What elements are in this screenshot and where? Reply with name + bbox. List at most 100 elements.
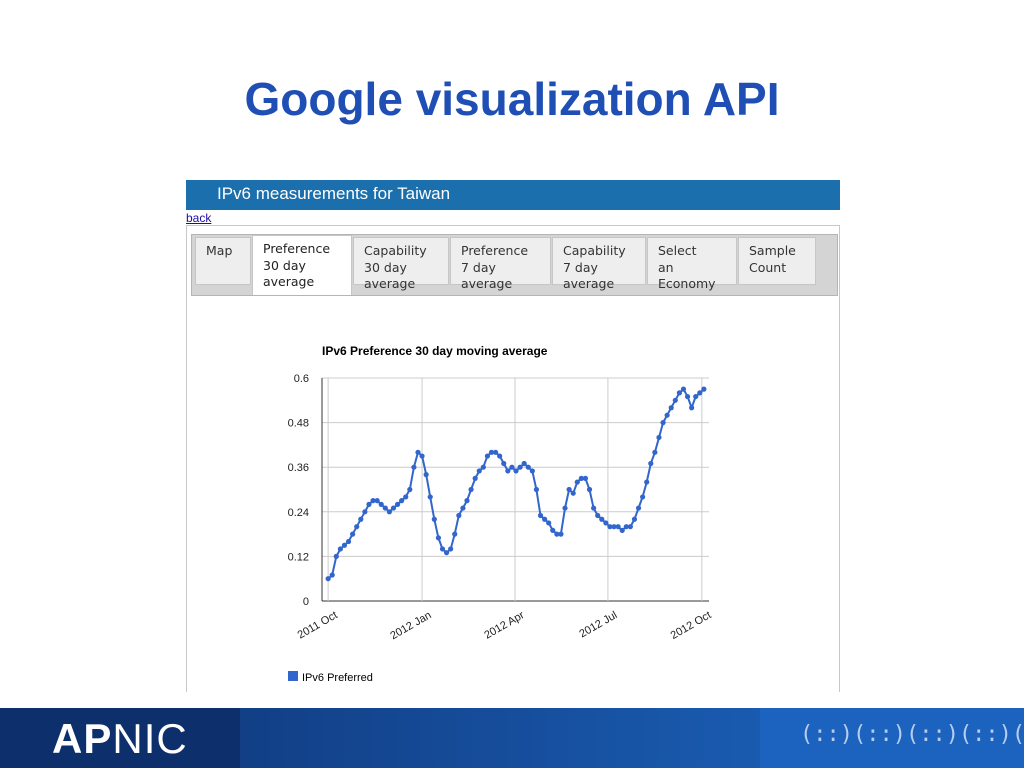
apnic-logo: APNIC [52, 715, 188, 762]
data-point [443, 550, 450, 556]
tab-capability-30-day[interactable]: Capability 30 day average [353, 237, 449, 291]
data-point [488, 449, 495, 455]
ipv6-pattern-logo: (::)(::)(::)(::)(::) [800, 722, 1024, 747]
data-point [595, 512, 601, 519]
back-link[interactable]: back [186, 211, 212, 225]
data-point [668, 405, 674, 411]
data-point [505, 468, 511, 474]
data-point [623, 524, 629, 530]
data-point [452, 531, 458, 537]
data-point [480, 464, 486, 470]
data-point [672, 397, 678, 403]
data-point [660, 420, 666, 426]
tab-sample-count[interactable]: Sample Count [738, 237, 816, 285]
data-point [550, 527, 556, 533]
data-point [591, 505, 597, 511]
data-point [525, 464, 531, 470]
footer-mid-band [240, 708, 800, 768]
data-point [697, 390, 703, 396]
data-point [419, 453, 425, 459]
data-point [582, 475, 589, 481]
data-point [399, 498, 405, 504]
data-point [501, 460, 507, 467]
data-point [631, 516, 638, 522]
data-point [701, 386, 707, 392]
data-point [644, 479, 650, 485]
data-point [341, 542, 348, 548]
data-point [611, 524, 617, 530]
data-point [558, 531, 564, 537]
data-point [484, 453, 491, 459]
data-point [472, 475, 478, 481]
data-point [603, 520, 609, 526]
legend-swatch [288, 671, 298, 681]
data-point [546, 520, 552, 526]
data-point [394, 501, 401, 507]
data-point [390, 505, 397, 511]
x-tick-label: 2012 Jul [577, 609, 619, 640]
data-point [423, 472, 429, 478]
page-header-title: IPv6 measurements for Taiwan [217, 184, 451, 203]
data-point [333, 553, 339, 560]
data-point [627, 524, 633, 530]
data-point [635, 505, 642, 511]
data-point [599, 516, 605, 522]
data-point [337, 546, 343, 552]
data-point [680, 386, 687, 392]
data-point [325, 576, 331, 582]
data-point [554, 531, 560, 537]
data-point [345, 538, 352, 545]
x-tick-label: 2012 Apr [482, 609, 526, 642]
data-point [386, 509, 392, 515]
data-point [574, 479, 580, 485]
data-point [509, 464, 515, 470]
y-tick-label: 0.6 [294, 373, 309, 385]
data-point [354, 524, 360, 530]
legend-label: IPv6 Preferred [302, 672, 373, 684]
data-point [656, 434, 662, 441]
slide-title: Google visualization API [244, 73, 780, 125]
data-point [578, 475, 584, 481]
data-point [415, 449, 421, 455]
data-point [362, 509, 368, 515]
ipv6-preference-chart: IPv6 Preference 30 day moving average 0 0… [288, 344, 714, 684]
browser-screenshot: IPv6 measurements for Taiwan back Map Pr… [186, 180, 840, 692]
data-point [439, 546, 446, 552]
data-point [607, 524, 613, 530]
y-tick-label: 0.48 [288, 418, 309, 430]
page-header: IPv6 measurements for Taiwan [186, 180, 840, 210]
data-point [517, 464, 523, 470]
data-point [619, 527, 625, 533]
data-point [529, 468, 535, 474]
data-point [615, 524, 621, 530]
data-point [378, 501, 384, 507]
tab-preference-30-day[interactable]: Preference 30 day average [252, 235, 352, 295]
data-point [513, 468, 519, 474]
tab-select-economy[interactable]: Select an Economy [647, 237, 737, 291]
data-point [521, 460, 527, 467]
data-point [566, 486, 572, 493]
data-point [652, 449, 658, 455]
tab-capability-7-day[interactable]: Capability 7 day average [552, 237, 646, 291]
data-point [382, 505, 388, 511]
data-point [537, 512, 544, 519]
data-point [456, 512, 462, 519]
data-point [460, 505, 466, 511]
data-point [689, 405, 695, 411]
data-point [448, 546, 454, 552]
data-point [403, 494, 409, 500]
data-point [693, 393, 699, 400]
data-point [684, 393, 691, 400]
data-point [676, 390, 682, 396]
data-point [476, 468, 482, 474]
tab-map[interactable]: Map [195, 237, 251, 285]
data-point [464, 498, 470, 504]
data-point [468, 486, 474, 493]
chart-title: IPv6 Preference 30 day moving average [322, 344, 548, 358]
data-point [570, 490, 576, 496]
data-point [366, 501, 372, 507]
data-point [427, 494, 433, 500]
tab-preference-7-day[interactable]: Preference 7 day average [450, 237, 551, 291]
data-point [407, 486, 413, 493]
footer-banner: APNIC (::)(::)(::)(::)(::) [0, 708, 1024, 768]
